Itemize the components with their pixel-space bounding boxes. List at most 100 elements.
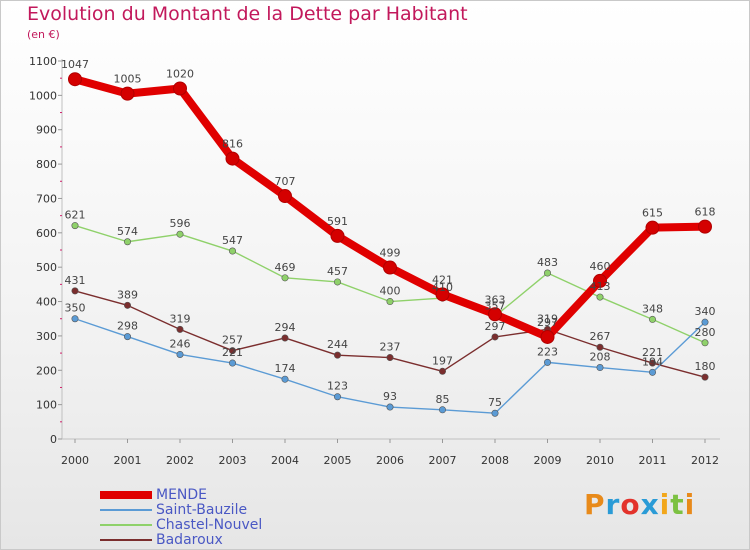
data-point bbox=[701, 373, 709, 381]
data-label: 413 bbox=[590, 280, 611, 293]
data-point bbox=[176, 350, 184, 358]
x-tick-label: 2008 bbox=[481, 454, 509, 467]
y-tick-label: 100 bbox=[36, 399, 57, 412]
data-point bbox=[176, 230, 184, 238]
data-label: 223 bbox=[537, 345, 558, 358]
data-label: 294 bbox=[275, 321, 296, 334]
data-label: 174 bbox=[275, 362, 296, 375]
data-label: 208 bbox=[590, 351, 611, 364]
x-tick-label: 2003 bbox=[219, 454, 247, 467]
legend-item: Saint-Bauzile bbox=[100, 501, 262, 518]
data-label: 280 bbox=[695, 326, 716, 339]
x-tick-label: 2000 bbox=[61, 454, 89, 467]
y-tick-label: 700 bbox=[36, 192, 57, 205]
chart-title: Evolution du Montant de la Dette par Hab… bbox=[27, 3, 468, 25]
y-tick-label: 200 bbox=[36, 364, 57, 377]
y-tick-label: 300 bbox=[36, 330, 57, 343]
x-tick-label: 2009 bbox=[534, 454, 562, 467]
legend-swatch bbox=[100, 490, 152, 499]
data-label: 457 bbox=[327, 265, 348, 278]
data-label: 221 bbox=[642, 346, 663, 359]
y-tick-label: 800 bbox=[36, 158, 57, 171]
data-point bbox=[124, 301, 132, 309]
data-point bbox=[491, 409, 499, 417]
data-label: 340 bbox=[695, 305, 716, 318]
data-point bbox=[596, 343, 604, 351]
data-point bbox=[596, 364, 604, 372]
data-point bbox=[124, 333, 132, 341]
logo-letter: r bbox=[605, 488, 621, 521]
data-label: 591 bbox=[327, 215, 348, 228]
data-point bbox=[438, 406, 446, 414]
data-label: 547 bbox=[222, 234, 243, 247]
data-label: 123 bbox=[327, 380, 348, 393]
data-point bbox=[333, 278, 341, 286]
x-tick-label: 2010 bbox=[586, 454, 614, 467]
data-point bbox=[281, 334, 289, 342]
data-point bbox=[120, 86, 135, 101]
logo-letter: t bbox=[670, 488, 685, 521]
data-point bbox=[540, 329, 555, 344]
data-label: 1047 bbox=[61, 58, 89, 71]
data-label: 707 bbox=[275, 175, 296, 188]
data-point bbox=[698, 219, 712, 234]
legend-swatch bbox=[100, 508, 152, 511]
data-label: 93 bbox=[383, 390, 397, 403]
data-label: 421 bbox=[432, 273, 453, 286]
data-point bbox=[543, 269, 551, 277]
data-point bbox=[278, 189, 292, 204]
data-point bbox=[229, 359, 237, 367]
data-label: 319 bbox=[170, 312, 191, 325]
logo-letter: i bbox=[659, 488, 671, 521]
data-label: 348 bbox=[642, 302, 663, 315]
y-tick-label: 1000 bbox=[29, 89, 57, 102]
legend-item: Chastel-Nouvel bbox=[100, 516, 263, 533]
data-label: 298 bbox=[117, 320, 138, 333]
data-label: 621 bbox=[65, 209, 86, 222]
data-label: 237 bbox=[380, 341, 401, 354]
data-point bbox=[68, 72, 82, 87]
legend-item: Badaroux bbox=[100, 532, 262, 548]
x-tick-label: 2006 bbox=[376, 454, 404, 467]
logo-letter: P bbox=[584, 488, 606, 521]
data-label: 267 bbox=[590, 330, 611, 343]
data-point bbox=[176, 325, 184, 333]
data-label: 618 bbox=[695, 206, 716, 219]
data-label: 257 bbox=[222, 334, 243, 347]
data-point bbox=[435, 287, 450, 302]
y-tick-label: 900 bbox=[36, 124, 57, 137]
data-point bbox=[333, 351, 341, 359]
x-tick-label: 2001 bbox=[114, 454, 142, 467]
data-label: 180 bbox=[695, 360, 716, 373]
x-tick-label: 2002 bbox=[166, 454, 194, 467]
data-point bbox=[386, 354, 394, 362]
legend-swatch bbox=[100, 523, 152, 526]
data-label: 221 bbox=[222, 346, 243, 359]
chart-subtitle: (en €) bbox=[27, 28, 60, 41]
data-label: 244 bbox=[327, 338, 348, 351]
data-label: 410 bbox=[432, 281, 453, 294]
series-points bbox=[68, 72, 712, 417]
data-point bbox=[124, 238, 132, 246]
logo-letter: o bbox=[620, 488, 641, 521]
y-tick-label: 500 bbox=[36, 261, 57, 274]
data-point bbox=[71, 287, 79, 295]
x-tick-label: 2005 bbox=[324, 454, 352, 467]
data-point bbox=[648, 368, 656, 376]
data-point bbox=[330, 228, 345, 243]
x-tick-label: 2004 bbox=[271, 454, 299, 467]
data-point bbox=[648, 359, 656, 367]
data-point bbox=[701, 339, 709, 347]
legend-label: Chastel-Nouvel bbox=[156, 516, 263, 533]
data-label: 1005 bbox=[114, 73, 142, 86]
data-point bbox=[386, 403, 394, 411]
legend-label: Saint-Bauzile bbox=[156, 501, 248, 518]
data-label: 297 bbox=[485, 320, 506, 333]
data-label: 319 bbox=[537, 312, 558, 325]
proxiti-logo: Proxiti bbox=[584, 488, 695, 521]
data-point bbox=[281, 274, 289, 282]
data-label: 1020 bbox=[166, 67, 194, 80]
legend: MENDE Saint-Bauzile Chastel-Nouvel Badaroux bbox=[100, 487, 263, 548]
